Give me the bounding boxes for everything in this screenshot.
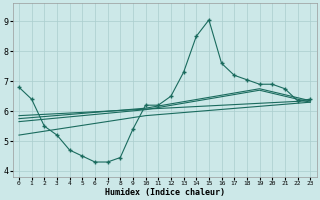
X-axis label: Humidex (Indice chaleur): Humidex (Indice chaleur) [105, 188, 225, 197]
